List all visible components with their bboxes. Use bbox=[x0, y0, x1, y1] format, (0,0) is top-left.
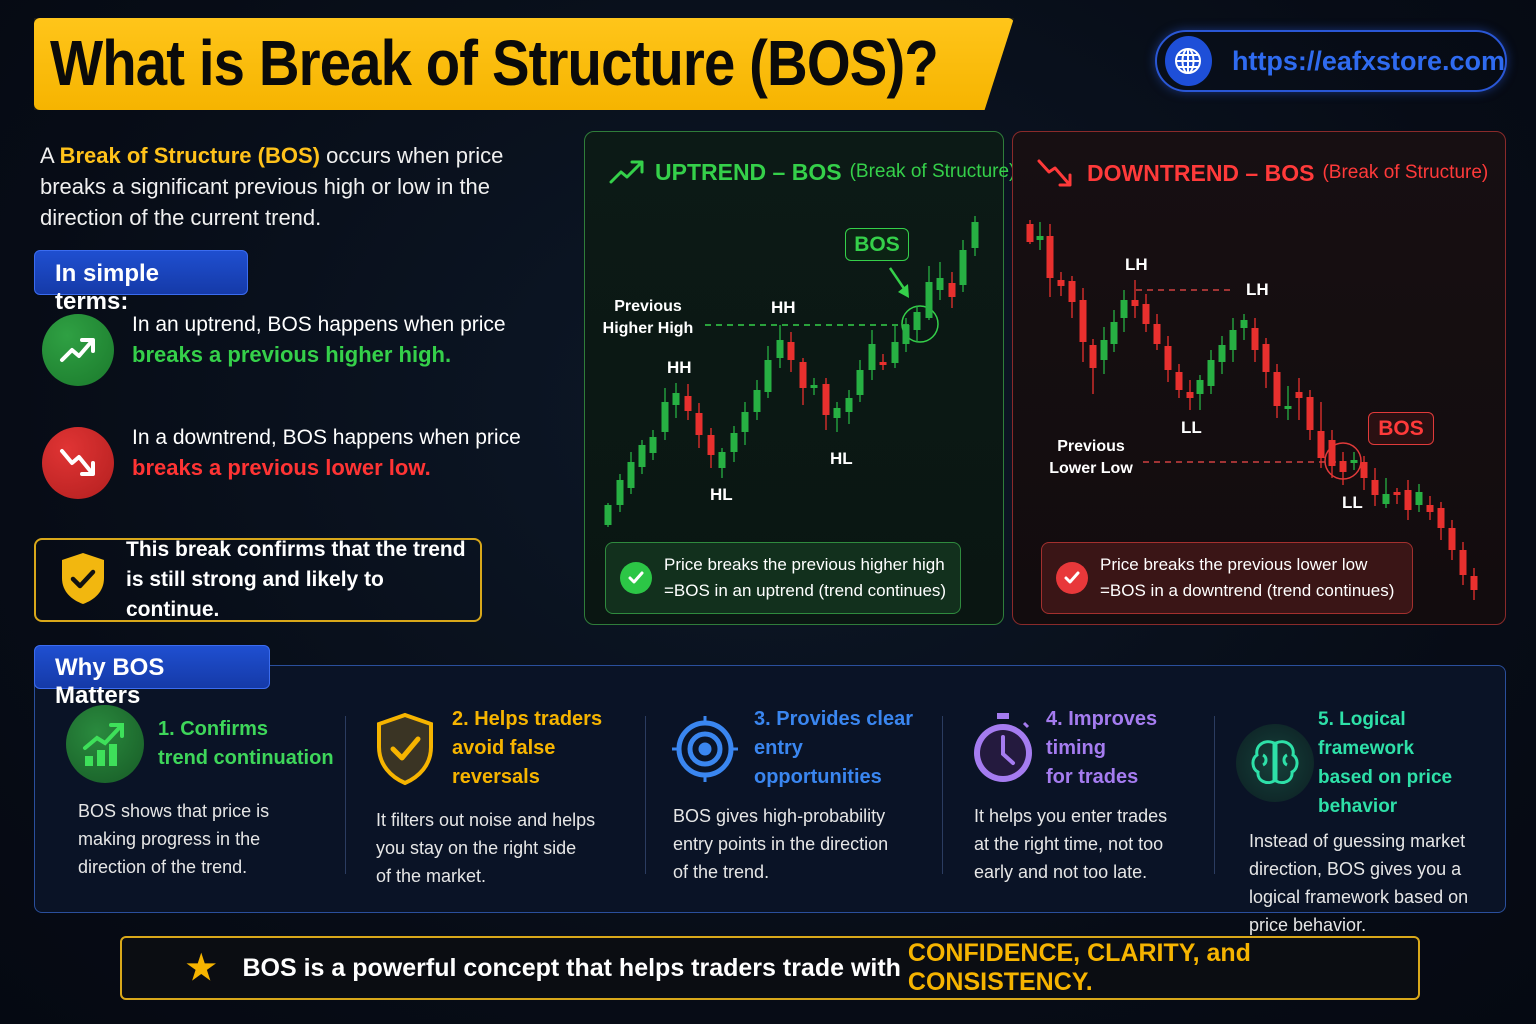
downtrend-bos-badge: BOS bbox=[1368, 412, 1434, 445]
uptrend-bos-badge: BOS bbox=[845, 228, 909, 261]
intro-highlight: Break of Structure (BOS) bbox=[59, 143, 320, 168]
reason-2-body-3: of the market. bbox=[376, 866, 487, 886]
reason-3-body-3: of the trend. bbox=[673, 862, 770, 882]
reason-2-title: 2. Helps traders bbox=[452, 708, 603, 730]
target-icon bbox=[666, 710, 744, 788]
footer-highlight: CONFIDENCE, CLARITY, and CONSISTENCY. bbox=[907, 939, 1251, 996]
downtrend-bullet-text: In a downtrend, BOS happens when price bbox=[132, 426, 521, 449]
reason-1-title-2: trend continuation bbox=[158, 747, 334, 769]
reason-4-body: It helps you enter trades bbox=[974, 806, 1168, 826]
downtrend-note-line2: =BOS in a downtrend (trend continues) bbox=[1100, 581, 1395, 600]
reason-4-title: 4. Improves timing bbox=[1046, 708, 1158, 759]
confirm-callout: This break confirms that the trend is st… bbox=[34, 538, 482, 622]
intro-suffix: occurs when price breaks a significant p… bbox=[40, 143, 504, 230]
reason-3-body-2: entry points in the direction bbox=[673, 834, 889, 854]
shield-check-icon bbox=[58, 550, 108, 611]
divider bbox=[645, 716, 646, 874]
uptrend-title-text: UPTREND – BOS bbox=[655, 158, 842, 185]
reason-5: 5. Logical framework based on price behav… bbox=[1236, 705, 1504, 939]
star-icon: ★ bbox=[186, 949, 217, 987]
url-text[interactable]: https://eafxstore.com bbox=[1231, 45, 1505, 76]
uptrend-subtitle: (Break of Structure) bbox=[849, 161, 1016, 182]
reason-2-title-2: avoid false reversals bbox=[452, 737, 556, 788]
reason-2: 2. Helps traders avoid false reversals It… bbox=[366, 705, 636, 890]
reason-1-body-3: direction of the trend. bbox=[78, 857, 248, 877]
reason-3-body: BOS gives high-probability bbox=[673, 806, 886, 826]
reason-4-title-2: for trades bbox=[1046, 766, 1139, 788]
prev-higher-high-label: Previous Higher High bbox=[602, 298, 694, 337]
divider bbox=[345, 716, 346, 874]
ll-label-1: LL bbox=[1181, 418, 1202, 437]
reason-5-body-2: direction, BOS gives you a bbox=[1249, 859, 1462, 879]
reason-1-body-2: making progress in the bbox=[78, 829, 261, 849]
downtrend-title: DOWNTREND – BOS (Break of Structure) bbox=[1037, 158, 1488, 188]
check-icon bbox=[620, 562, 652, 594]
trend-up-icon bbox=[609, 160, 644, 184]
downtrend-subtitle: (Break of Structure) bbox=[1322, 162, 1489, 183]
ll-label-2: LL bbox=[1342, 493, 1363, 512]
uptrend-note: Price breaks the previous higher high =BO… bbox=[605, 542, 961, 614]
reason-5-title: 5. Logical framework bbox=[1318, 709, 1415, 759]
title-banner bbox=[34, 18, 1014, 110]
reason-2-body: It filters out noise and helps bbox=[376, 810, 596, 830]
uptrend-note-line1: Price breaks the previous higher high bbox=[664, 555, 945, 574]
reason-3-title: 3. Provides clear bbox=[754, 708, 913, 730]
lh-label-1: LH bbox=[1125, 255, 1148, 274]
footer-callout: ★ BOS is a powerful concept that helps t… bbox=[120, 936, 1420, 1000]
page-title: What is Break of Structure (BOS)? bbox=[50, 27, 939, 99]
url-link[interactable]: https://eafxstore.com bbox=[1155, 30, 1507, 92]
reason-4: 4. Improves timing for trades It helps yo… bbox=[964, 705, 1209, 886]
reason-3: 3. Provides clear entry opportunities BOS… bbox=[666, 705, 936, 886]
reason-4-body-2: at the right time, not too bbox=[974, 834, 1164, 854]
uptrend-bullet: In an uptrend, BOS happens when price br… bbox=[42, 313, 582, 386]
reason-1: 1. Confirms trend continuation BOS shows … bbox=[66, 705, 336, 881]
shield-check-icon bbox=[366, 710, 444, 788]
downtrend-note-line1: Price breaks the previous lower low bbox=[1100, 555, 1368, 574]
divider bbox=[1214, 716, 1215, 874]
uptrend-title: UPTREND – BOS (Break of Structure) bbox=[609, 158, 1015, 186]
uptrend-bullet-highlight: breaks a previous higher high. bbox=[132, 342, 452, 367]
uptrend-note-line2: =BOS in an uptrend (trend continues) bbox=[664, 581, 947, 600]
trend-up-icon bbox=[42, 314, 114, 386]
trend-down-icon bbox=[42, 427, 114, 499]
downtrend-title-text: DOWNTREND – BOS bbox=[1087, 159, 1315, 186]
check-icon bbox=[1056, 562, 1088, 594]
stopwatch-icon bbox=[964, 710, 1042, 788]
reason-5-title-2: based on price behavior bbox=[1318, 767, 1453, 817]
brain-icon bbox=[1236, 724, 1314, 802]
confirm-text: This break confirms that the trend is st… bbox=[126, 538, 466, 621]
reason-5-body: Instead of guessing market bbox=[1249, 831, 1466, 851]
why-bos-label: Why BOS Matters bbox=[34, 645, 270, 709]
lh-label-2: LH bbox=[1246, 280, 1269, 299]
reason-1-body: BOS shows that price is bbox=[78, 801, 270, 821]
hh-label-2: HH bbox=[771, 298, 796, 317]
hh-label-1: HH bbox=[667, 358, 692, 377]
downtrend-note: Price breaks the previous lower low =BOS … bbox=[1041, 542, 1413, 614]
downtrend-bullet: In a downtrend, BOS happens when price b… bbox=[42, 426, 582, 499]
downtrend-bullet-highlight: breaks a previous lower low. bbox=[132, 455, 431, 480]
intro-paragraph: A Break of Structure (BOS) occurs when p… bbox=[40, 140, 575, 233]
reason-4-body-3: early and not too late. bbox=[974, 862, 1148, 882]
globe-icon bbox=[1165, 36, 1212, 86]
hl-label-1: HL bbox=[710, 485, 733, 504]
reason-5-body-4: price behavior. bbox=[1249, 915, 1367, 935]
simple-terms-label: In simple terms: bbox=[34, 250, 248, 315]
intro-prefix: A bbox=[40, 143, 60, 168]
divider bbox=[942, 716, 943, 874]
footer-text: BOS is a powerful concept that helps tra… bbox=[242, 953, 908, 982]
hl-label-2: HL bbox=[830, 449, 853, 468]
reason-3-title-2: entry opportunities bbox=[754, 737, 882, 788]
prev-lower-low-label: Previous Lower Low bbox=[1049, 438, 1133, 477]
growth-chart-icon bbox=[66, 705, 144, 783]
reason-1-title: 1. Confirms bbox=[158, 718, 269, 740]
trend-down-icon bbox=[1037, 159, 1072, 187]
uptrend-bullet-text: In an uptrend, BOS happens when price bbox=[132, 313, 506, 336]
reason-2-body-2: you stay on the right side bbox=[376, 838, 577, 858]
reason-5-body-3: logical framework based on bbox=[1249, 887, 1469, 907]
